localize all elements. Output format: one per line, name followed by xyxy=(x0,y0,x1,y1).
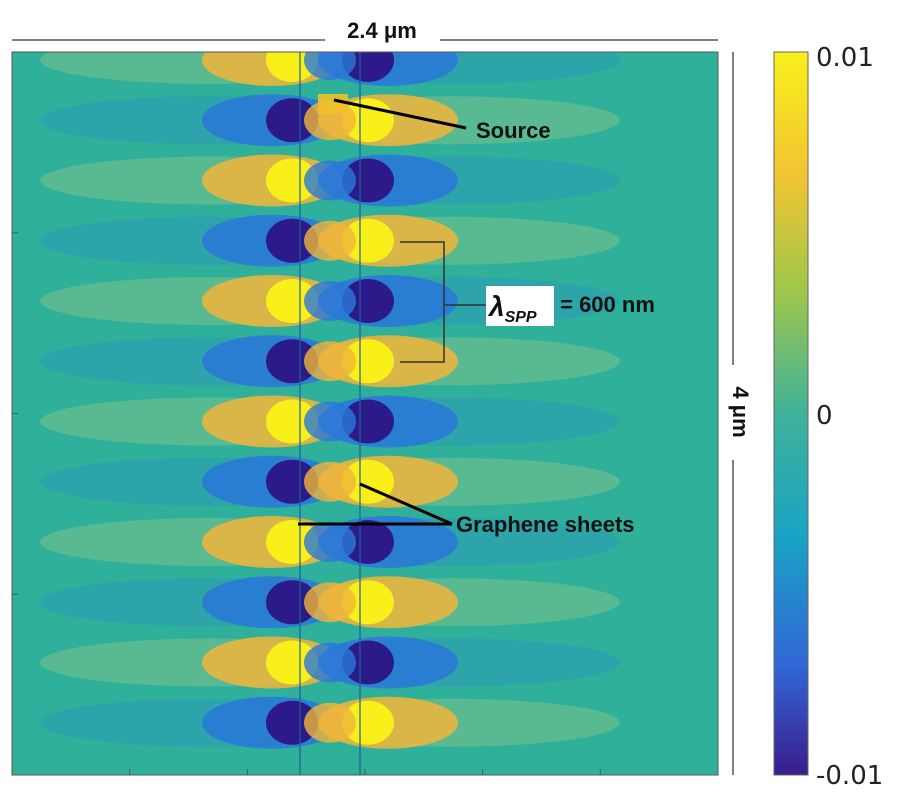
height-dimension: 4 μm xyxy=(728,52,753,775)
field-lobe-strong xyxy=(342,520,394,564)
field-lobe-strong xyxy=(342,279,394,323)
lambda-value: = 600 nm xyxy=(554,292,655,317)
field-lobe-strong xyxy=(342,158,394,203)
field-lobe-strong xyxy=(266,520,318,564)
field-lobe-gap xyxy=(304,582,356,623)
width-dimension: 2.4 μm xyxy=(12,18,718,43)
field-lobe-gap xyxy=(304,341,356,382)
field-plot xyxy=(11,51,719,776)
colorbar: 0.01 0 -0.01 xyxy=(773,43,883,791)
field-lobe-strong xyxy=(266,218,318,263)
field-lobe-strong xyxy=(342,399,394,444)
field-lobe-gap xyxy=(304,281,356,321)
field-lobe-strong xyxy=(342,580,394,625)
field-lobe-strong xyxy=(266,339,318,384)
field-lobe-gap xyxy=(304,401,356,442)
field-lobe-strong xyxy=(342,700,394,745)
field-lobe-strong xyxy=(342,339,394,384)
field-lobe-gap xyxy=(304,52,356,80)
wavelength-bracket xyxy=(400,241,445,363)
field-lobe-strong xyxy=(342,640,394,685)
lambda-label-box xyxy=(486,286,554,326)
source-marker xyxy=(318,94,348,114)
field-lobe-gap xyxy=(304,160,356,201)
field-lobe-strong xyxy=(266,279,318,323)
colorbar-min-label: -0.01 xyxy=(816,761,883,791)
field-lobe-gap xyxy=(304,220,356,261)
source-annotation: Source xyxy=(318,94,551,143)
graphene-sheet xyxy=(299,52,301,775)
field-lobe-strong xyxy=(342,218,394,263)
field-lobe-gap xyxy=(304,642,356,683)
field-lobe-strong xyxy=(266,580,318,625)
lambda-subscript: SPP xyxy=(505,309,537,326)
graphene-sheet xyxy=(359,52,361,775)
field-lobe-gap xyxy=(304,522,356,562)
source-label: Source xyxy=(476,118,551,143)
field-lobe-gap xyxy=(304,461,356,502)
field-lobe-gap xyxy=(304,702,356,743)
graphene-annotation: Graphene sheets xyxy=(298,482,635,537)
graphene-label: Graphene sheets xyxy=(456,512,635,537)
wavelength-annotation: λSPP = 600 nm xyxy=(400,241,655,363)
lambda-label: λSPP xyxy=(487,291,537,326)
width-label: 2.4 μm xyxy=(347,18,417,43)
lambda-symbol: λ xyxy=(487,291,505,322)
field-lobe-strong xyxy=(266,640,318,685)
field-lobe-strong xyxy=(266,399,318,444)
field-lobe-strong xyxy=(266,700,318,745)
field-lobe-strong xyxy=(266,459,318,504)
colorbar-gradient xyxy=(773,51,809,776)
colorbar-mid-label: 0 xyxy=(816,401,833,431)
height-label: 4 μm xyxy=(728,386,753,437)
colorbar-max-label: 0.01 xyxy=(816,43,874,73)
field-lobe-strong xyxy=(266,98,318,143)
field-lobe-strong xyxy=(266,158,318,203)
